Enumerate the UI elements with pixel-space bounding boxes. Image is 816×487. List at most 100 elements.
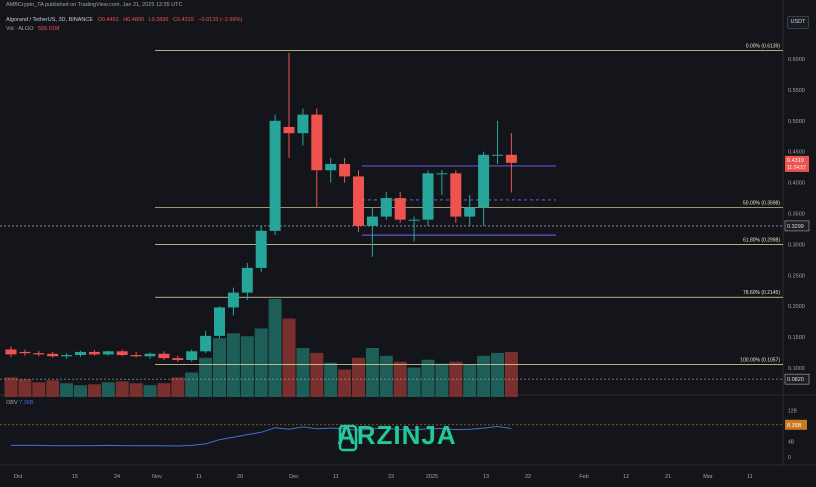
volume-bar bbox=[310, 352, 324, 397]
y-tick-label: 0.5000 bbox=[788, 119, 805, 125]
candle-body bbox=[241, 267, 253, 293]
x-tick-label: Oct bbox=[14, 474, 23, 480]
obv-line bbox=[10, 425, 512, 447]
currency-badge[interactable]: USDT bbox=[787, 16, 809, 29]
candle-body bbox=[505, 154, 517, 163]
y-tick-label: 0.2000 bbox=[788, 304, 805, 310]
volume-bar bbox=[240, 336, 254, 397]
open-value: O0.4452 bbox=[97, 17, 119, 23]
x-tick-label: Nov bbox=[152, 474, 162, 480]
candle-body bbox=[325, 164, 337, 171]
close-value: C0.4319 bbox=[172, 17, 194, 23]
obv-tick-label: 4B bbox=[788, 440, 795, 446]
candle-body bbox=[283, 126, 295, 134]
volume-bar bbox=[421, 359, 435, 397]
countdown-label: 11:24:57 bbox=[787, 165, 806, 171]
volume-bar bbox=[185, 372, 199, 397]
volume-bar bbox=[352, 357, 365, 397]
volume-bar bbox=[449, 361, 463, 397]
volume-bar bbox=[296, 348, 310, 397]
y-tick-label: 0.3000 bbox=[788, 242, 805, 248]
candle-body bbox=[214, 307, 225, 336]
candle-body bbox=[200, 335, 212, 352]
candle-body bbox=[144, 353, 156, 357]
candle-body bbox=[464, 207, 476, 217]
volume-bar bbox=[254, 328, 268, 397]
x-tick-label: Mar bbox=[703, 474, 713, 480]
candle-body bbox=[450, 173, 462, 217]
x-tick-label: 11 bbox=[747, 474, 753, 480]
y-tick-label: 0.5500 bbox=[788, 88, 805, 94]
volume-bar bbox=[504, 351, 518, 397]
volume-bar bbox=[46, 380, 60, 397]
candle-body bbox=[492, 154, 503, 156]
x-tick-label: 20 bbox=[237, 474, 243, 480]
current-price-badge bbox=[785, 155, 809, 172]
publisher-line: AMBCrypto_TA published on TradingView.co… bbox=[6, 2, 183, 8]
candle-body bbox=[380, 198, 392, 217]
candle-body bbox=[102, 351, 114, 355]
marker-a-label: 0.3299 bbox=[787, 224, 804, 230]
x-tick-label: 24 bbox=[114, 474, 120, 480]
obv-legend: OBV 7.36B bbox=[6, 400, 34, 406]
candle-body bbox=[47, 353, 59, 357]
volume-bar bbox=[101, 382, 115, 397]
obv-tick-label: 0 bbox=[788, 455, 791, 461]
volume-bar bbox=[143, 385, 157, 397]
candle-body bbox=[339, 164, 351, 177]
volume-bar bbox=[4, 377, 18, 397]
symbol-name: Algorand / TetherUS, 3D, BINANCE bbox=[6, 17, 94, 23]
candle-body bbox=[255, 230, 267, 268]
volume-bar bbox=[60, 383, 74, 397]
candle-body bbox=[186, 351, 198, 360]
x-tick-label: 23 bbox=[388, 474, 394, 480]
marker-b-badge bbox=[784, 373, 810, 385]
x-tick-label: 13 bbox=[483, 474, 489, 480]
obv-current-label: 8.35B bbox=[787, 423, 802, 429]
obv-current-badge bbox=[785, 419, 807, 430]
y-tick-label: 0.4500 bbox=[788, 150, 805, 156]
x-tick-label: 11 bbox=[196, 474, 202, 480]
low-value: L0.3836 bbox=[148, 17, 169, 23]
volume-bar bbox=[199, 357, 213, 397]
y-tick-label: 0.2500 bbox=[788, 273, 805, 279]
volume-bar bbox=[338, 369, 352, 397]
volume-value: 555.01M bbox=[38, 26, 60, 32]
y-tick-label: 0.3500 bbox=[788, 212, 805, 218]
candle-body bbox=[88, 351, 100, 355]
change-value: −0.0133 (−2.99%) bbox=[198, 17, 243, 23]
volume-bar bbox=[74, 385, 87, 397]
candle-body bbox=[353, 176, 364, 226]
volume-bar bbox=[129, 383, 143, 397]
volume-bar bbox=[226, 333, 240, 397]
candle-body bbox=[19, 351, 31, 354]
candle-body bbox=[269, 120, 281, 231]
candle-body bbox=[172, 358, 184, 360]
candle-body bbox=[116, 351, 128, 356]
volume-bar bbox=[157, 383, 171, 397]
candle-body bbox=[61, 355, 73, 357]
volume-bar bbox=[18, 379, 32, 397]
fib-label: 0.00% (0.6139) bbox=[746, 43, 781, 49]
volume-bar bbox=[491, 352, 504, 397]
candle-body bbox=[366, 216, 378, 226]
volume-bar bbox=[171, 377, 185, 397]
fib-label: 61.80% (0.2998) bbox=[743, 238, 780, 244]
volume-bar bbox=[115, 381, 129, 397]
candle-body bbox=[297, 114, 309, 134]
current-price-label: 0.4319 bbox=[787, 158, 804, 164]
ohlc-line: Algorand / TetherUS, 3D, BINANCE O0.4452… bbox=[6, 17, 245, 24]
volume-bar bbox=[407, 367, 421, 397]
volume-line: Vol · ALGO 555.01M bbox=[6, 26, 62, 33]
x-tick-label: Feb bbox=[579, 474, 588, 480]
y-tick-label: 0.6000 bbox=[788, 57, 805, 63]
watermark: ARZINJA bbox=[337, 420, 457, 450]
volume-bar bbox=[379, 355, 393, 397]
candle-body bbox=[422, 173, 434, 220]
y-tick-label: 0.4000 bbox=[788, 181, 805, 187]
watermark-logo-icon bbox=[338, 424, 358, 452]
fib-label: 50.00% (0.3598) bbox=[743, 200, 780, 206]
candle-body bbox=[478, 154, 490, 208]
